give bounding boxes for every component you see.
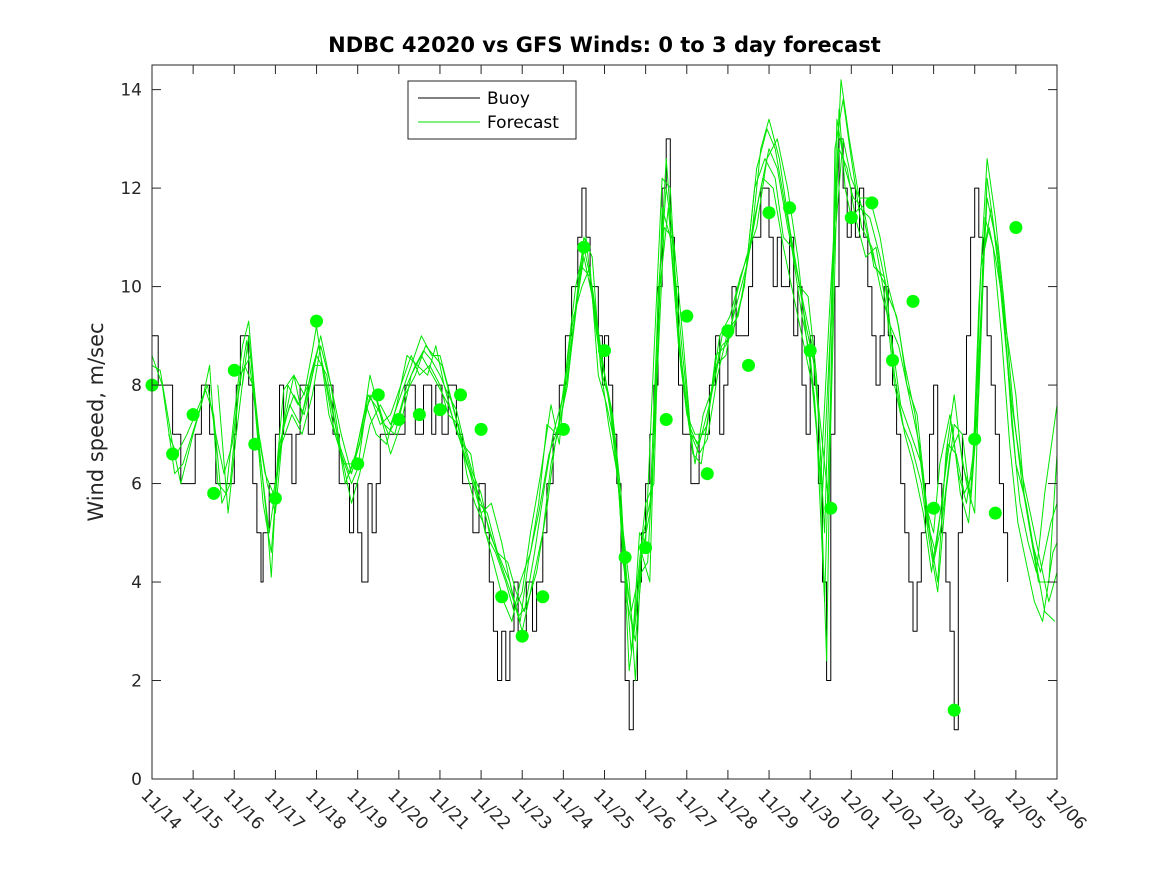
forecast-marker-2 [186,408,200,422]
forecast-marker-32 [844,211,858,225]
forecast-marker-39 [988,506,1002,520]
forecast-marker-31 [824,501,838,515]
x-tick-label: 11/21 [424,785,473,834]
plot-area [152,65,1057,779]
forecast-marker-30 [803,344,817,358]
forecast-marker-35 [906,294,920,308]
forecast-series-line-3 [168,79,1058,642]
forecast-series-line-5 [242,118,1056,681]
y-tick-label: 4 [131,573,142,593]
x-tick-label: 12/01 [836,785,885,834]
forecast-marker-6 [268,491,282,505]
x-tick-label: 11/23 [507,785,556,834]
forecast-marker-33 [865,196,879,210]
y-tick-label: 8 [131,376,142,396]
forecast-marker-36 [927,501,941,515]
forecast-marker-4 [227,363,241,377]
forecast-marker-13 [454,388,467,402]
forecast-marker-40 [1009,221,1023,234]
legend: Buoy Forecast [407,80,577,140]
forecast-marker-15 [495,590,509,604]
forecast-marker-8 [351,457,365,471]
y-axis: 0 2 4 6 8 10 12 14 [120,81,1057,790]
forecast-marker-7 [310,314,323,328]
forecast-series-line-6 [274,138,1058,622]
y-tick-label: 2 [131,672,142,692]
legend-forecast-label: Forecast [487,113,559,133]
x-tick-label: 12/05 [1000,785,1049,834]
y-tick-label: 10 [120,278,142,298]
x-tick-label: 11/24 [548,785,597,834]
y-tick-label: 14 [120,81,142,101]
y-tick-label: 0 [131,770,142,790]
x-tick-label: 11/16 [219,785,268,834]
forecast-marker-17 [536,590,550,604]
y-axis-label: Wind speed, m/sec [84,322,108,521]
x-tick-label: 11/17 [260,785,309,834]
forecast-marker-38 [968,432,982,446]
x-tick-label: 12/06 [1041,785,1090,834]
forecast-marker-37 [947,703,961,717]
forecast-marker-11 [412,408,426,422]
forecast-marker-23 [659,413,673,426]
y-tick-label: 6 [131,475,142,495]
forecast-marker-20 [598,344,611,358]
forecast-markers [145,196,1023,717]
forecast-marker-10 [392,413,406,426]
forecast-marker-18 [556,422,570,436]
y-tick-label: 12 [120,179,142,199]
forecast-marker-19 [577,240,591,254]
x-tick-label: 11/14 [136,785,185,834]
x-tick-label: 12/04 [959,785,1008,834]
legend-buoy-label: Buoy [487,89,530,109]
forecast-marker-27 [742,358,755,372]
forecast-marker-34 [886,353,899,367]
legend-box [407,80,577,140]
forecast-marker-9 [371,388,385,402]
forecast-marker-22 [639,541,653,555]
x-tick-label: 11/27 [671,785,720,834]
x-tick-label: 11/25 [589,785,638,834]
buoy-series-line [152,138,1009,731]
forecast-marker-25 [700,467,714,481]
x-tick-label: 11/20 [383,785,432,834]
x-tick-label: 11/28 [712,785,761,834]
x-tick-label: 11/18 [301,785,350,834]
x-tick-label: 11/15 [178,785,227,834]
x-tick-label: 11/29 [753,785,802,834]
x-tick-label: 11/26 [630,785,679,834]
forecast-marker-14 [474,422,488,436]
forecast-marker-26 [721,324,735,338]
x-tick-label: 12/03 [918,785,967,834]
x-tick-label: 11/19 [342,785,391,834]
x-tick-label: 11/22 [466,785,515,834]
forecast-marker-29 [783,201,797,215]
forecast-marker-21 [618,550,632,564]
forecast-marker-16 [515,629,529,643]
forecast-marker-3 [207,486,221,500]
x-tick-label: 11/30 [795,785,844,834]
x-tick-label: 12/02 [877,785,926,834]
forecast-marker-12 [433,403,447,417]
forecast-marker-5 [248,437,262,451]
forecast-marker-24 [680,309,694,323]
chart-title: NDBC 42020 vs GFS Winds: 0 to 3 day fore… [328,33,881,57]
forecast-marker-28 [762,206,776,220]
forecast-marker-1 [166,447,180,461]
